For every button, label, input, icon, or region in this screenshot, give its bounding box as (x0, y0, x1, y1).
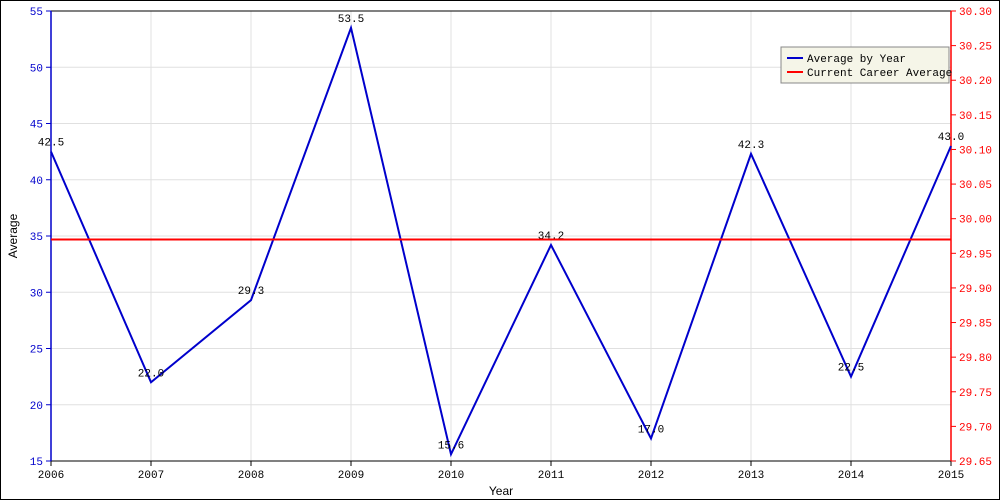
legend-label: Current Career Average (807, 68, 952, 80)
x-tick-label: 2007 (138, 470, 164, 482)
y-right-tick-label: 29.65 (959, 457, 992, 469)
x-tick-label: 2006 (38, 470, 64, 482)
data-point-label: 43.0 (938, 132, 964, 144)
data-point-label: 17.0 (638, 425, 664, 437)
x-tick-label: 2013 (738, 470, 764, 482)
y-right-tick-label: 29.85 (959, 319, 992, 331)
y-right-tick-label: 29.70 (959, 422, 992, 434)
y-left-tick-label: 30 (30, 288, 43, 300)
y-left-tick-label: 25 (30, 345, 43, 357)
y-left-tick-label: 15 (30, 457, 43, 469)
x-tick-label: 2008 (238, 470, 264, 482)
x-tick-label: 2012 (638, 470, 664, 482)
y-right-tick-label: 30.20 (959, 76, 992, 88)
y-axis-left-label: Average (6, 213, 20, 258)
y-right-tick-label: 30.10 (959, 145, 992, 157)
series-line (51, 28, 951, 454)
y-right-tick-label: 30.05 (959, 180, 992, 192)
x-tick-label: 2015 (938, 470, 964, 482)
y-left-tick-label: 40 (30, 176, 43, 188)
data-point-label: 42.5 (38, 138, 64, 150)
x-axis-label: Year (489, 484, 513, 498)
line-chart: 2006200720082009201020112012201320142015… (1, 1, 1000, 501)
y-left-tick-label: 45 (30, 120, 43, 132)
legend-label: Average by Year (807, 54, 906, 66)
data-point-label: 22.5 (838, 363, 864, 375)
data-point-label: 42.3 (738, 140, 764, 152)
y-right-tick-label: 30.15 (959, 111, 992, 123)
chart-container: 2006200720082009201020112012201320142015… (0, 0, 1000, 500)
y-left-tick-label: 35 (30, 232, 43, 244)
y-right-tick-label: 29.80 (959, 353, 992, 365)
y-left-tick-label: 50 (30, 63, 43, 75)
data-point-label: 53.5 (338, 14, 364, 26)
data-point-label: 29.3 (238, 286, 264, 298)
x-tick-label: 2014 (838, 470, 865, 482)
y-right-tick-label: 29.95 (959, 249, 992, 261)
x-tick-label: 2010 (438, 470, 464, 482)
y-right-tick-label: 29.90 (959, 284, 992, 296)
y-right-tick-label: 30.25 (959, 42, 992, 54)
y-right-tick-label: 30.00 (959, 215, 992, 227)
y-left-tick-label: 55 (30, 7, 43, 19)
data-point-label: 15.6 (438, 440, 464, 452)
y-right-tick-label: 30.30 (959, 7, 992, 19)
x-tick-label: 2011 (538, 470, 565, 482)
data-point-label: 34.2 (538, 231, 564, 243)
data-point-label: 22.0 (138, 368, 164, 380)
y-right-tick-label: 29.75 (959, 388, 992, 400)
x-tick-label: 2009 (338, 470, 364, 482)
y-left-tick-label: 20 (30, 401, 43, 413)
